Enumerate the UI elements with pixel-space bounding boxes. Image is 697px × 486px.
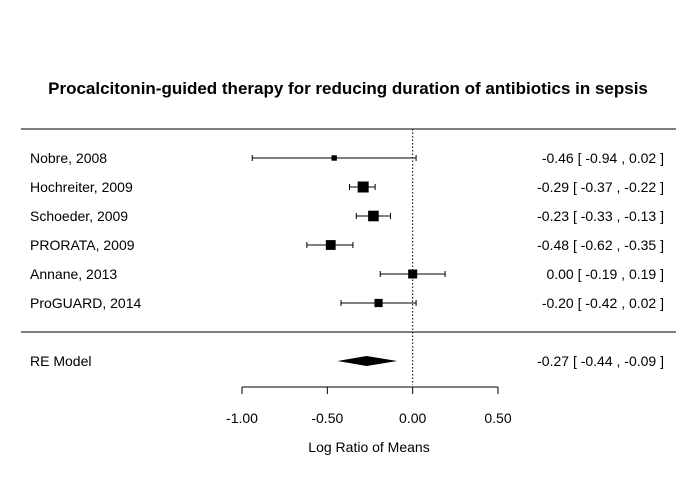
chart-title: Procalcitonin-guided therapy for reducin… (48, 79, 648, 98)
estimate-square (357, 181, 369, 193)
study-label: Hochreiter, 2009 (30, 179, 133, 195)
x-tick-label: -1.00 (226, 410, 258, 426)
x-axis-label: Log Ratio of Means (308, 439, 429, 455)
estimate-square (325, 240, 336, 250)
estimate-square (368, 210, 379, 222)
x-tick-label: 0.00 (399, 410, 426, 426)
x-tick-label: -0.50 (311, 410, 343, 426)
estimate-square (374, 298, 383, 308)
summary-ci-text: -0.27 [ -0.44 , -0.09 ] (537, 353, 664, 369)
estimate-square (408, 269, 418, 279)
summary-label: RE Model (30, 353, 91, 369)
ci-text: -0.29 [ -0.37 , -0.22 ] (537, 179, 664, 195)
ci-text: 0.00 [ -0.19 , 0.19 ] (546, 266, 664, 282)
ci-text: -0.46 [ -0.94 , 0.02 ] (542, 150, 664, 166)
ci-text: -0.20 [ -0.42 , 0.02 ] (542, 295, 664, 311)
study-label: Annane, 2013 (30, 266, 117, 282)
study-label: ProGUARD, 2014 (30, 295, 141, 311)
study-label: PRORATA, 2009 (30, 237, 135, 253)
estimate-square (331, 155, 337, 161)
x-tick-label: 0.50 (484, 410, 511, 426)
summary-diamond (337, 356, 398, 366)
ci-text: -0.48 [ -0.62 , -0.35 ] (537, 237, 664, 253)
study-label: Nobre, 2008 (30, 150, 107, 166)
study-label: Schoeder, 2009 (30, 208, 128, 224)
ci-text: -0.23 [ -0.33 , -0.13 ] (537, 208, 664, 224)
